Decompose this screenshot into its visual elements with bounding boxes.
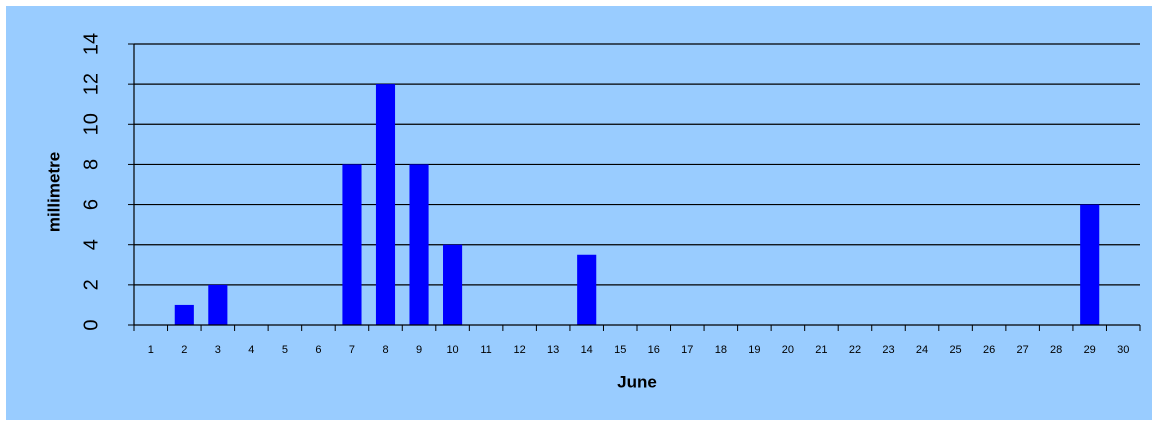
x-tick-label-2: 2 — [181, 344, 187, 356]
y-tick-label-12: 12 — [80, 73, 102, 95]
y-tick-label-8: 8 — [80, 159, 102, 170]
bar-day-8 — [375, 84, 396, 326]
gridlines — [134, 43, 1140, 286]
x-tick-labels: 1 2 3 4 5 6 7 8 9 10 11 12 13 14 15 16 17 18 19 20 21 22 23 24 2… — [148, 344, 1130, 356]
y-tick-label-0: 0 — [80, 319, 102, 330]
x-tick-label-20: 20 — [782, 344, 794, 356]
bar-day-14 — [577, 254, 597, 325]
x-tick-label-4: 4 — [248, 344, 254, 356]
x-tick-label-18: 18 — [715, 344, 727, 356]
bar-day-10 — [443, 244, 463, 325]
x-tick-label-15: 15 — [614, 344, 626, 356]
x-tick-label-28: 28 — [1050, 344, 1062, 356]
x-tick-label-3: 3 — [215, 344, 221, 356]
x-tick-label-6: 6 — [315, 344, 321, 356]
bar-day-2 — [174, 304, 194, 325]
axes — [128, 43, 1141, 331]
x-tick-label-26: 26 — [983, 344, 995, 356]
y-tick-label-4: 4 — [80, 239, 102, 250]
x-tick-label-22: 22 — [849, 344, 861, 356]
x-tick-label-16: 16 — [648, 344, 660, 356]
x-tick-label-24: 24 — [916, 344, 928, 356]
y-tick-label-2: 2 — [80, 279, 102, 290]
chart-frame — [6, 6, 1152, 420]
y-tick-label-14: 14 — [80, 33, 102, 55]
y-tick-label-10: 10 — [80, 113, 102, 135]
y-tick-label-6: 6 — [80, 199, 102, 210]
x-tick-label-29: 29 — [1084, 344, 1096, 356]
y-tick-labels: 0 2 4 6 8 10 12 14 — [80, 33, 102, 331]
x-tick-label-23: 23 — [882, 344, 894, 356]
x-tick-label-27: 27 — [1017, 344, 1029, 356]
x-tick-label-19: 19 — [748, 344, 760, 356]
x-tick-label-5: 5 — [282, 344, 288, 356]
bar-day-7 — [342, 164, 362, 325]
x-tick-label-21: 21 — [815, 344, 827, 356]
y-axis-title: millimetre — [44, 152, 63, 232]
x-axis-title: June — [617, 372, 657, 391]
x-tick-label-12: 12 — [514, 344, 526, 356]
x-tick-label-17: 17 — [681, 344, 693, 356]
bar-day-29 — [1080, 204, 1100, 325]
bar-day-9 — [409, 164, 429, 325]
x-tick-label-7: 7 — [349, 344, 355, 356]
x-tick-label-1: 1 — [148, 344, 154, 356]
x-tick-label-9: 9 — [416, 344, 422, 356]
x-tick-label-14: 14 — [581, 344, 593, 356]
bars — [174, 84, 1100, 326]
x-tick-label-13: 13 — [547, 344, 559, 356]
bar-day-3 — [208, 284, 228, 325]
x-tick-label-25: 25 — [949, 344, 961, 356]
x-tick-label-8: 8 — [382, 344, 388, 356]
x-tick-label-30: 30 — [1117, 344, 1129, 356]
x-tick-label-11: 11 — [480, 344, 491, 356]
x-tick-label-10: 10 — [446, 344, 458, 356]
